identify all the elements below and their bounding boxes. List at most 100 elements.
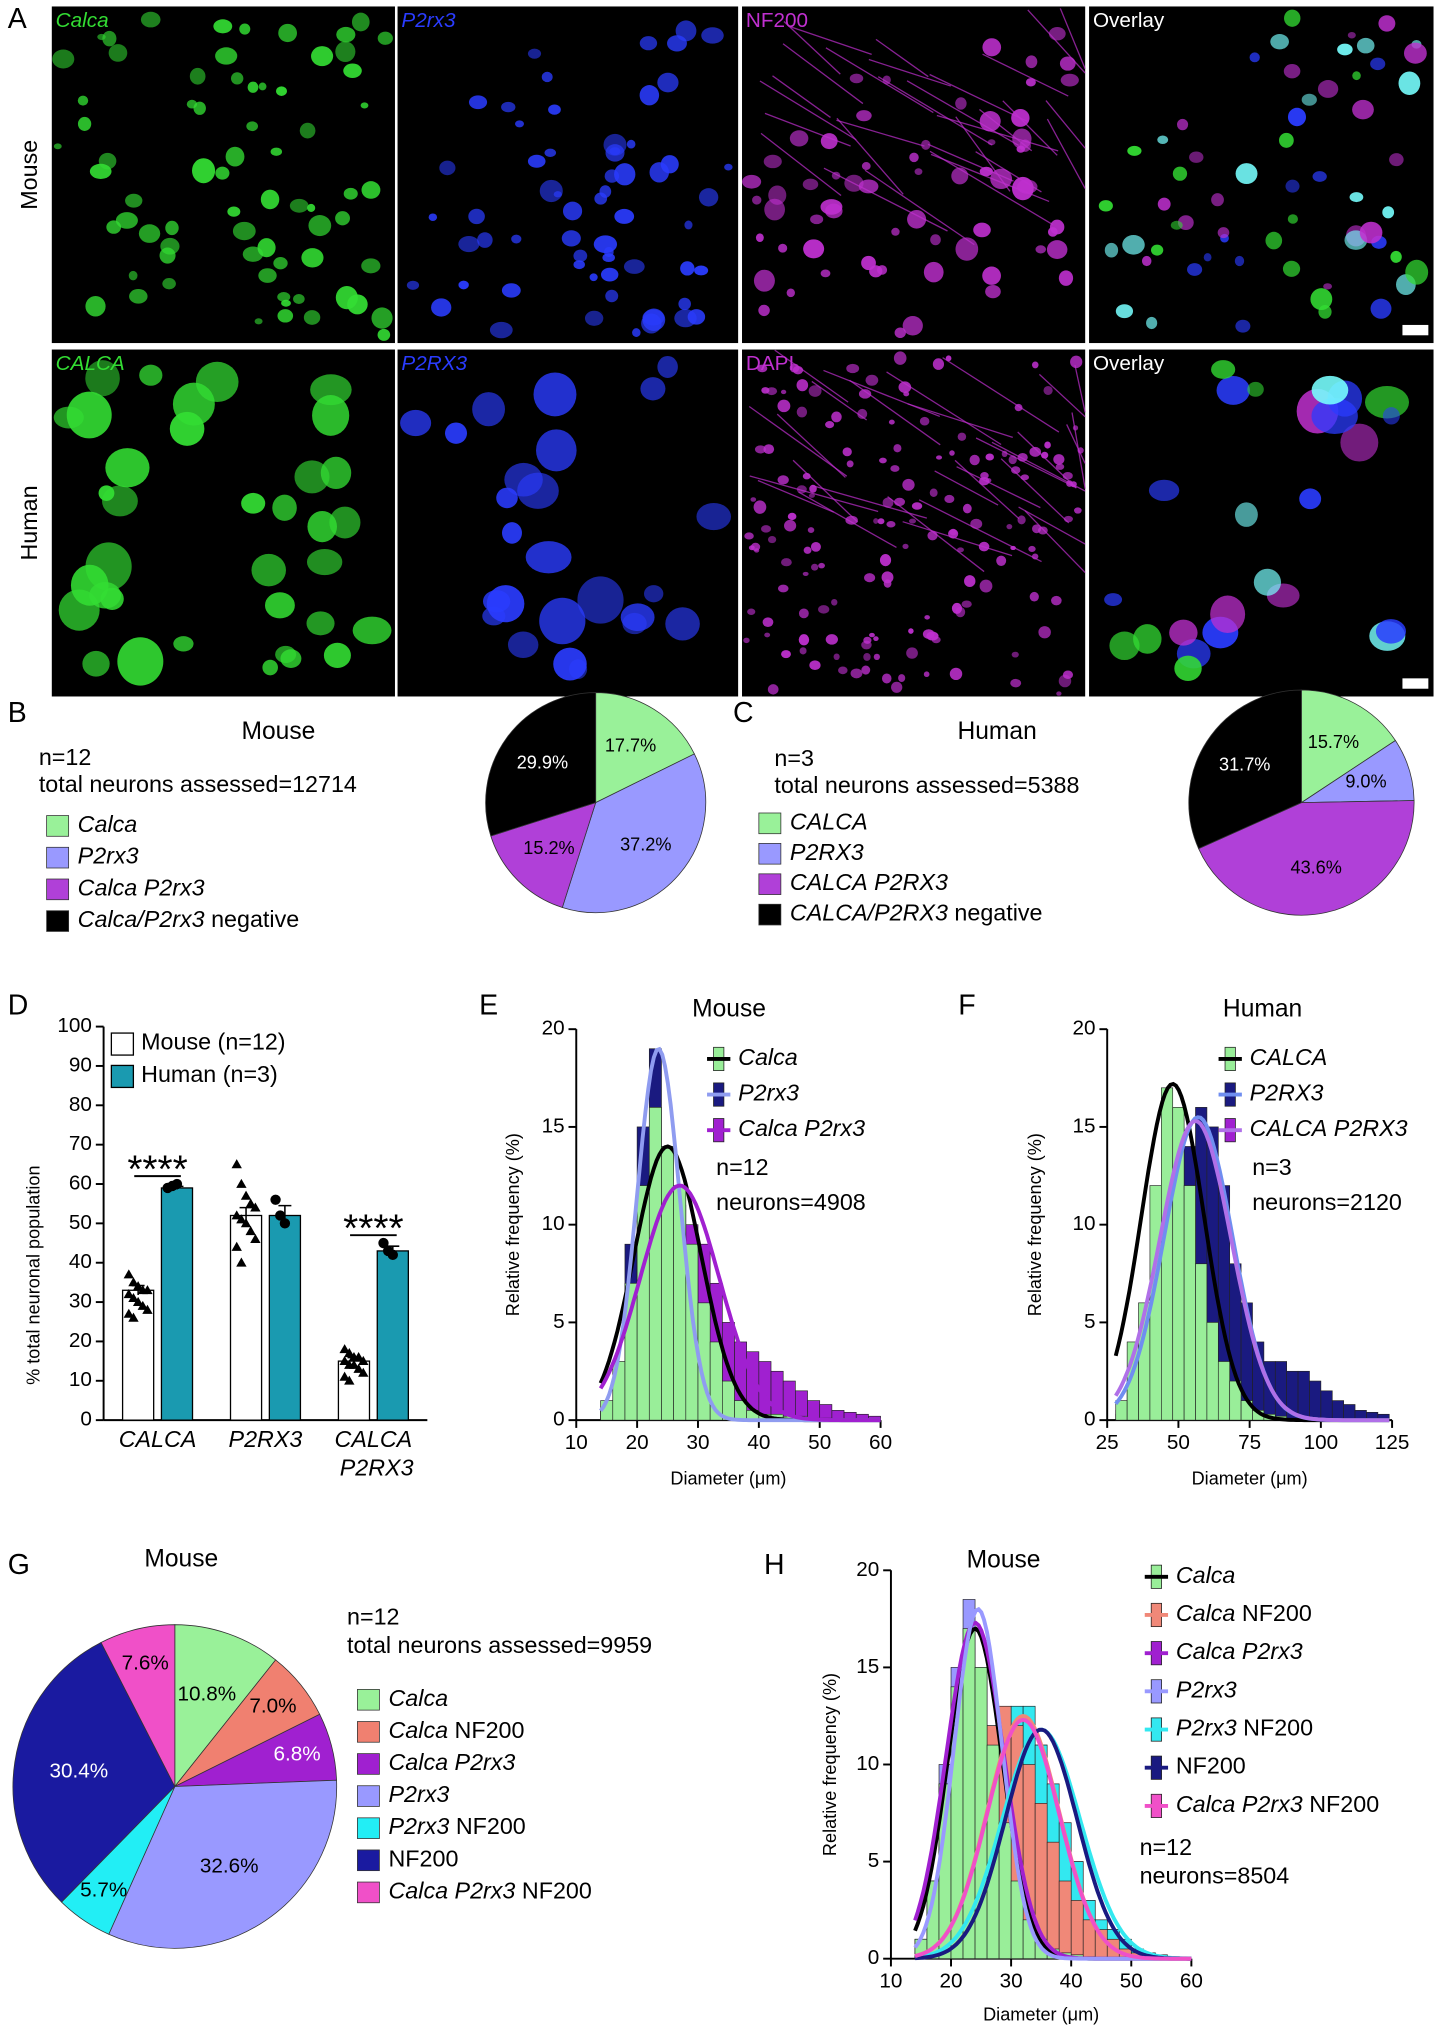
cell xyxy=(909,518,916,524)
histogram-bar xyxy=(1046,1841,1060,1960)
histogram-bar xyxy=(636,1185,650,1421)
cell xyxy=(979,166,993,177)
histogram-bar xyxy=(722,1380,735,1421)
legend-swatch xyxy=(46,878,70,901)
fiber xyxy=(783,21,841,75)
cell xyxy=(863,653,871,661)
x-tick-label: 50 xyxy=(1120,1969,1143,1992)
cell xyxy=(1279,132,1294,148)
cell xyxy=(225,146,245,167)
cell xyxy=(377,31,393,45)
cell xyxy=(468,95,488,110)
cell xyxy=(849,73,864,84)
channel-label: CALCA xyxy=(56,353,125,376)
cell xyxy=(757,364,768,373)
cell xyxy=(906,647,918,659)
cell xyxy=(796,379,809,392)
text-run: CALCA xyxy=(790,809,868,835)
cell xyxy=(539,179,563,203)
data-point xyxy=(123,1289,134,1299)
cell xyxy=(949,450,955,456)
cell xyxy=(809,660,821,671)
text-run: Calca xyxy=(388,1878,448,1904)
cell xyxy=(724,163,733,171)
cell xyxy=(1001,450,1008,458)
cell xyxy=(932,358,945,370)
legend-label: P2rx3 xyxy=(388,1781,449,1807)
cell xyxy=(1216,375,1250,405)
y-tick-label: 30 xyxy=(69,1290,92,1313)
slice-label: 32.6% xyxy=(200,1854,259,1877)
cell xyxy=(914,168,923,175)
y-axis-label: % total neuronal population xyxy=(24,1165,44,1384)
cell xyxy=(1141,255,1152,267)
cell xyxy=(511,234,522,244)
cell xyxy=(1203,253,1212,262)
cell xyxy=(1043,385,1053,395)
cell xyxy=(789,363,800,373)
cell xyxy=(1146,316,1158,330)
cell xyxy=(881,673,892,684)
text-run: CALCA xyxy=(335,1426,413,1452)
legend-swatch xyxy=(357,1785,380,1807)
cell xyxy=(489,321,513,339)
bar xyxy=(337,1360,371,1421)
cell xyxy=(802,472,811,480)
pie-slice xyxy=(490,802,597,908)
x-tick-label: 25 xyxy=(1096,1431,1119,1454)
channel-label: DAPI xyxy=(746,353,794,376)
cell xyxy=(603,133,627,156)
cell xyxy=(1035,245,1047,254)
fiber xyxy=(823,369,941,418)
cell xyxy=(810,214,824,225)
cell xyxy=(439,160,456,176)
legend-swatch xyxy=(110,1032,135,1056)
cell xyxy=(215,47,238,65)
cell xyxy=(573,260,585,270)
text-run: Calca xyxy=(1176,1638,1236,1664)
legend-label: Calca P2rx3 xyxy=(738,1115,865,1141)
data-point xyxy=(245,1198,256,1208)
cell xyxy=(58,589,100,631)
note: n=3 xyxy=(1252,1154,1292,1180)
cell xyxy=(985,284,1001,299)
cell xyxy=(115,212,138,229)
channel-label: Overlay xyxy=(1093,353,1165,376)
cell xyxy=(845,515,858,525)
cell xyxy=(1176,118,1189,131)
legend-label: Calca/P2rx3 negative xyxy=(78,906,300,932)
cell xyxy=(864,573,876,583)
cell xyxy=(277,292,291,302)
chart-title: Mouse xyxy=(241,718,315,745)
text-run: Calca xyxy=(78,875,138,901)
cell xyxy=(1217,227,1230,239)
cell xyxy=(468,208,485,225)
cell xyxy=(902,543,909,549)
cell xyxy=(1032,524,1042,534)
cell xyxy=(1347,31,1356,39)
slice-label: 7.0% xyxy=(249,1695,296,1718)
cell xyxy=(786,288,795,298)
cell xyxy=(589,273,598,282)
cell xyxy=(945,355,952,362)
cell xyxy=(1012,176,1034,201)
legend-label: Calca NF200 xyxy=(388,1717,524,1743)
x-tick-label: CALCA P2RX3 xyxy=(333,1426,413,1480)
panel-letter: C xyxy=(733,697,754,729)
bar xyxy=(160,1187,194,1421)
cell xyxy=(1234,502,1258,527)
cell xyxy=(844,174,864,192)
fiber xyxy=(792,459,859,523)
cell xyxy=(1375,619,1406,644)
data-point xyxy=(348,1359,360,1369)
fiber xyxy=(956,466,1041,509)
cell xyxy=(1014,403,1023,412)
cell xyxy=(162,278,176,290)
fiber xyxy=(1018,506,1086,545)
fiber xyxy=(1002,100,1058,156)
text-run: NF200 xyxy=(1303,1791,1379,1817)
cell xyxy=(1405,259,1429,285)
cell xyxy=(140,11,161,28)
cell xyxy=(306,548,343,576)
